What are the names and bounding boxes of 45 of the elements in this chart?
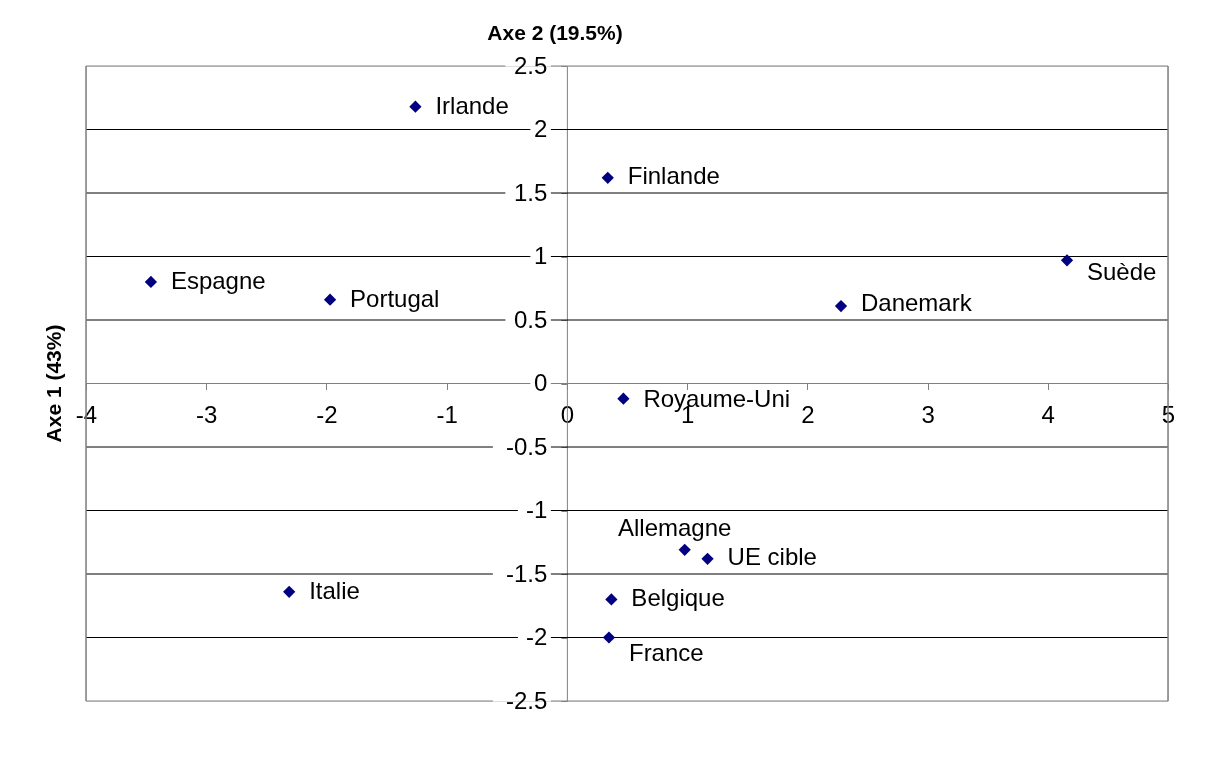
x-tick-label: -3 [196,401,218,428]
y-tick-label: -1.5 [506,559,548,587]
x-tick-label: -2 [316,401,338,428]
annotation: Belgique [631,584,725,612]
annotation: UE cible [727,543,817,570]
y-axis-title: Axe 1 (43%) [41,324,65,443]
y-tick-label: 2.5 [514,51,548,79]
y-tick-label: 0 [534,369,548,396]
annotation: Irlande [435,91,509,119]
y-tick-label: -0.5 [506,432,548,460]
x-tick-label: 0 [560,401,575,428]
point [1060,254,1074,267]
x-tick-label: 3 [921,401,935,428]
x-tick-label: 4 [1041,401,1055,428]
point [283,585,296,598]
y-tick-label: -1 [526,496,548,523]
annotation: Danemark [861,289,973,316]
point [601,171,614,184]
point [602,631,616,644]
point [409,100,422,113]
y-tick-label: -2 [526,623,548,650]
point [617,392,630,405]
x-tick-label: 5 [1161,401,1176,428]
annotation: Allemagne [618,513,732,541]
point [144,275,158,289]
annotation: Finlande [627,162,720,189]
chart-title: Axe 2 (19.5%) [487,21,623,44]
annotation: Portugal [350,284,440,312]
y-tick-label: 0.5 [514,305,548,333]
y-tick-label: 1.5 [514,178,548,206]
y-tick-label: 2 [534,115,548,142]
point [834,299,848,313]
point [323,293,337,306]
y-tick-label: 1 [534,242,548,269]
x-tick-label: -4 [75,401,98,428]
y-tick-label: -2.5 [506,686,548,714]
annotation: France [628,638,704,666]
annotation: Italie [309,576,360,604]
point [701,552,714,565]
x-tick-label: 2 [801,401,815,428]
point [605,593,618,606]
x-tick-label: -1 [436,401,458,428]
point [678,543,691,556]
annotation: Espagne [170,266,266,294]
annotation: Suède [1087,257,1157,285]
